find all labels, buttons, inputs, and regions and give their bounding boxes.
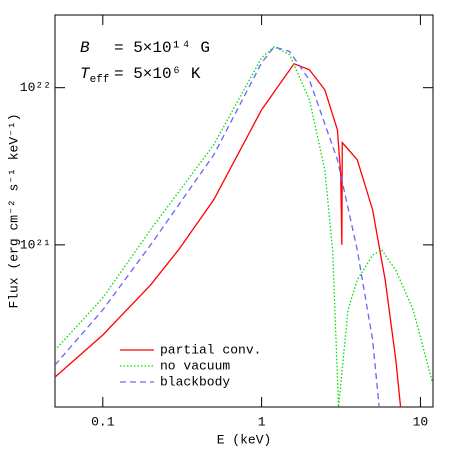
x-tick-label: 0.1 xyxy=(91,414,115,429)
annotation-symbol: T xyxy=(80,65,91,83)
annotation-text: = 5×10¹⁴ G xyxy=(114,39,210,57)
legend-label: no vacuum xyxy=(160,358,230,373)
legend-label: blackbody xyxy=(160,374,230,389)
x-tick-label: 10 xyxy=(413,414,429,429)
series-line xyxy=(55,46,433,407)
series-line xyxy=(55,62,402,407)
annotation-subscript: eff xyxy=(90,74,110,86)
plot-area xyxy=(55,46,433,407)
annotation: B = 5×10¹⁴ G xyxy=(80,39,210,57)
y-axis-label: Flux (erg cm⁻² s⁻¹ keV⁻¹) xyxy=(6,113,21,308)
x-tick-label: 1 xyxy=(258,414,266,429)
y-tick-label: 10²² xyxy=(20,80,51,95)
annotation-text: = 5×10⁶ K xyxy=(114,65,201,83)
plot-frame xyxy=(54,14,434,408)
y-tick-label: 10²¹ xyxy=(20,237,51,252)
legend-label: partial conv. xyxy=(160,342,261,357)
annotation: Teff = 5×10⁶ K xyxy=(80,65,201,86)
annotation-symbol: B xyxy=(80,39,90,57)
series-line xyxy=(55,46,380,407)
x-axis-label: E (keV) xyxy=(217,432,272,447)
